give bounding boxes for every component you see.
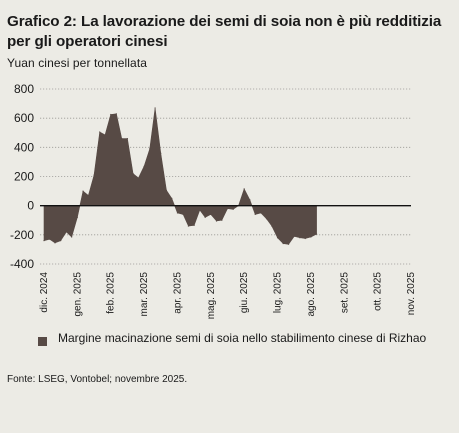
data-point: [154, 107, 156, 109]
data-point: [104, 134, 106, 136]
data-point: [82, 190, 84, 192]
data-point: [215, 220, 218, 222]
x-tick-label: lug. 2025: [273, 272, 284, 314]
data-point: [249, 199, 251, 201]
data-point: [204, 216, 206, 218]
data-point: [49, 238, 51, 240]
x-tick-label: nov. 2025: [406, 272, 417, 316]
legend: Margine macinazione semi di soia nello s…: [38, 330, 438, 346]
data-point: [43, 240, 45, 242]
legend-label: Margine macinazione semi di soia nello s…: [58, 331, 427, 345]
data-point: [160, 152, 162, 154]
data-point: [232, 208, 234, 210]
data-point: [171, 197, 173, 199]
data-point: [126, 137, 129, 140]
chart-title: Grafico 2: La lavorazione dei semi di so…: [7, 13, 442, 50]
data-point: [137, 177, 140, 179]
data-point: [87, 194, 89, 197]
data-point: [287, 243, 290, 245]
data-point: [210, 213, 212, 216]
legend-swatch: [38, 337, 47, 346]
data-point: [315, 233, 318, 235]
data-point: [115, 113, 117, 115]
data-point: [110, 113, 112, 116]
x-tick-label: apr. 2025: [172, 272, 183, 314]
x-tick-label: set. 2025: [339, 272, 350, 314]
data-point: [221, 219, 223, 221]
x-tick-label: dic. 2024: [39, 272, 50, 313]
data-point: [293, 235, 295, 237]
x-tick-label: giu. 2025: [239, 272, 250, 314]
y-tick-label: -400: [10, 257, 34, 271]
data-point: [226, 207, 229, 210]
x-tick-label: mag. 2025: [206, 272, 217, 320]
data-point: [254, 213, 256, 216]
data-point: [193, 224, 195, 226]
data-point: [187, 225, 190, 227]
y-axis-unit-label: Yuan cinesi per tonnellata: [7, 56, 148, 70]
data-point: [143, 165, 145, 167]
data-point: [99, 131, 101, 133]
data-point: [65, 231, 67, 233]
y-tick-label: 200: [14, 170, 34, 184]
y-tick-label: 800: [14, 82, 34, 96]
margin-area-series: [43, 107, 317, 245]
data-point: [149, 148, 151, 150]
y-tick-label: -200: [10, 228, 34, 242]
data-point: [282, 242, 284, 245]
data-point: [243, 188, 245, 190]
y-tick-label: 600: [14, 111, 34, 125]
x-tick-label: mar. 2025: [139, 272, 150, 317]
data-point: [93, 174, 95, 176]
data-point: [132, 172, 134, 175]
data-point: [265, 218, 268, 220]
x-tick-label: feb. 2025: [106, 272, 117, 314]
data-point: [199, 209, 201, 211]
data-point: [60, 240, 62, 242]
data-point: [276, 237, 279, 239]
data-point: [54, 242, 56, 244]
x-tick-label: ago. 2025: [306, 272, 317, 317]
data-point: [304, 237, 306, 240]
data-point: [182, 213, 184, 216]
x-tick-label: ott. 2025: [373, 272, 384, 311]
y-tick-label: 400: [14, 140, 34, 154]
y-tick-label: 0: [27, 199, 34, 213]
data-point: [299, 237, 301, 239]
data-point: [271, 225, 273, 227]
x-tick-label: gen. 2025: [72, 272, 83, 317]
data-point: [260, 212, 262, 214]
data-point: [76, 216, 78, 218]
data-point: [310, 236, 312, 238]
data-point: [121, 137, 123, 140]
data-point: [71, 236, 73, 238]
data-point: [176, 212, 179, 214]
source-note: Fonte: LSEG, Vontobel; novembre 2025.: [7, 374, 188, 385]
data-point: [165, 189, 168, 191]
